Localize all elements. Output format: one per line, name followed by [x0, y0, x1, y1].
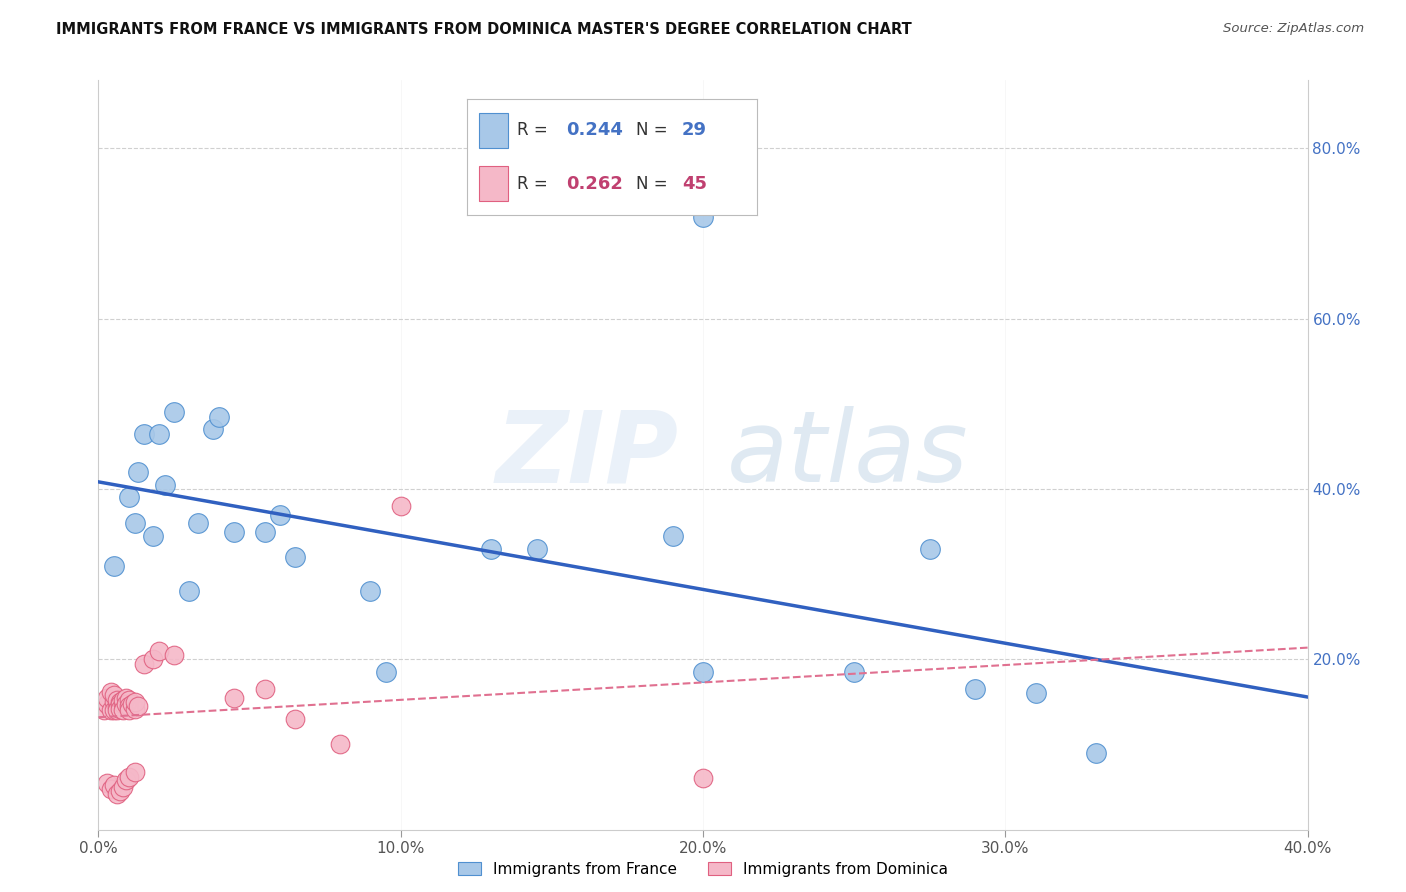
Point	[118, 491, 141, 505]
Point	[202, 422, 225, 436]
Point	[103, 695, 125, 709]
Point	[124, 701, 146, 715]
Point	[96, 697, 118, 711]
Text: ZIP: ZIP	[496, 407, 679, 503]
Point	[118, 693, 141, 707]
Point	[224, 690, 246, 705]
Point	[108, 697, 131, 711]
Point	[153, 477, 176, 491]
Point	[187, 516, 209, 530]
Point	[105, 703, 128, 717]
Point	[108, 701, 131, 715]
Point	[124, 516, 146, 530]
Point	[105, 699, 128, 714]
Point	[100, 781, 122, 796]
Legend: Immigrants from France, Immigrants from Dominica: Immigrants from France, Immigrants from …	[450, 854, 956, 884]
Point	[108, 784, 131, 798]
Point	[526, 541, 548, 556]
Point	[253, 681, 276, 696]
Point	[163, 648, 186, 662]
Point	[111, 780, 134, 794]
Point	[103, 778, 125, 792]
Point	[1024, 686, 1046, 700]
Point	[692, 772, 714, 786]
Point	[105, 787, 128, 801]
Point	[481, 541, 503, 556]
Point	[103, 688, 125, 702]
Point	[127, 699, 149, 714]
Point	[114, 690, 136, 705]
Point	[111, 703, 134, 717]
Point	[111, 697, 134, 711]
Point	[360, 584, 382, 599]
Point	[114, 773, 136, 788]
Point	[124, 695, 146, 709]
Text: Source: ZipAtlas.com: Source: ZipAtlas.com	[1223, 22, 1364, 36]
Text: IMMIGRANTS FROM FRANCE VS IMMIGRANTS FROM DOMINICA MASTER'S DEGREE CORRELATION C: IMMIGRANTS FROM FRANCE VS IMMIGRANTS FRO…	[56, 22, 912, 37]
Point	[100, 684, 122, 698]
Point	[142, 529, 165, 543]
Point	[692, 210, 714, 224]
Point	[96, 690, 118, 705]
Point	[118, 770, 141, 784]
Point	[918, 541, 941, 556]
Point	[96, 776, 118, 790]
Point	[103, 558, 125, 573]
Point	[118, 703, 141, 717]
Point	[121, 697, 143, 711]
Point	[692, 665, 714, 679]
Point	[132, 426, 155, 441]
Point	[124, 764, 146, 779]
Point	[127, 465, 149, 479]
Point	[284, 550, 307, 565]
Point	[179, 584, 201, 599]
Point	[389, 499, 412, 513]
Point	[253, 524, 276, 539]
Point	[844, 665, 866, 679]
Point	[224, 524, 246, 539]
Point	[374, 665, 396, 679]
Point	[100, 703, 122, 717]
Point	[965, 681, 987, 696]
Point	[118, 699, 141, 714]
Point	[148, 644, 170, 658]
Point	[1085, 746, 1108, 760]
Text: atlas: atlas	[727, 407, 969, 503]
Point	[103, 703, 125, 717]
Point	[163, 405, 186, 419]
Point	[284, 712, 307, 726]
Point	[93, 703, 115, 717]
Point	[132, 657, 155, 671]
Point	[269, 508, 291, 522]
Point	[148, 426, 170, 441]
Point	[108, 695, 131, 709]
Point	[661, 529, 683, 543]
Point	[208, 409, 231, 424]
Point	[105, 693, 128, 707]
Point	[142, 652, 165, 666]
Point	[114, 697, 136, 711]
Point	[329, 738, 352, 752]
Point	[111, 693, 134, 707]
